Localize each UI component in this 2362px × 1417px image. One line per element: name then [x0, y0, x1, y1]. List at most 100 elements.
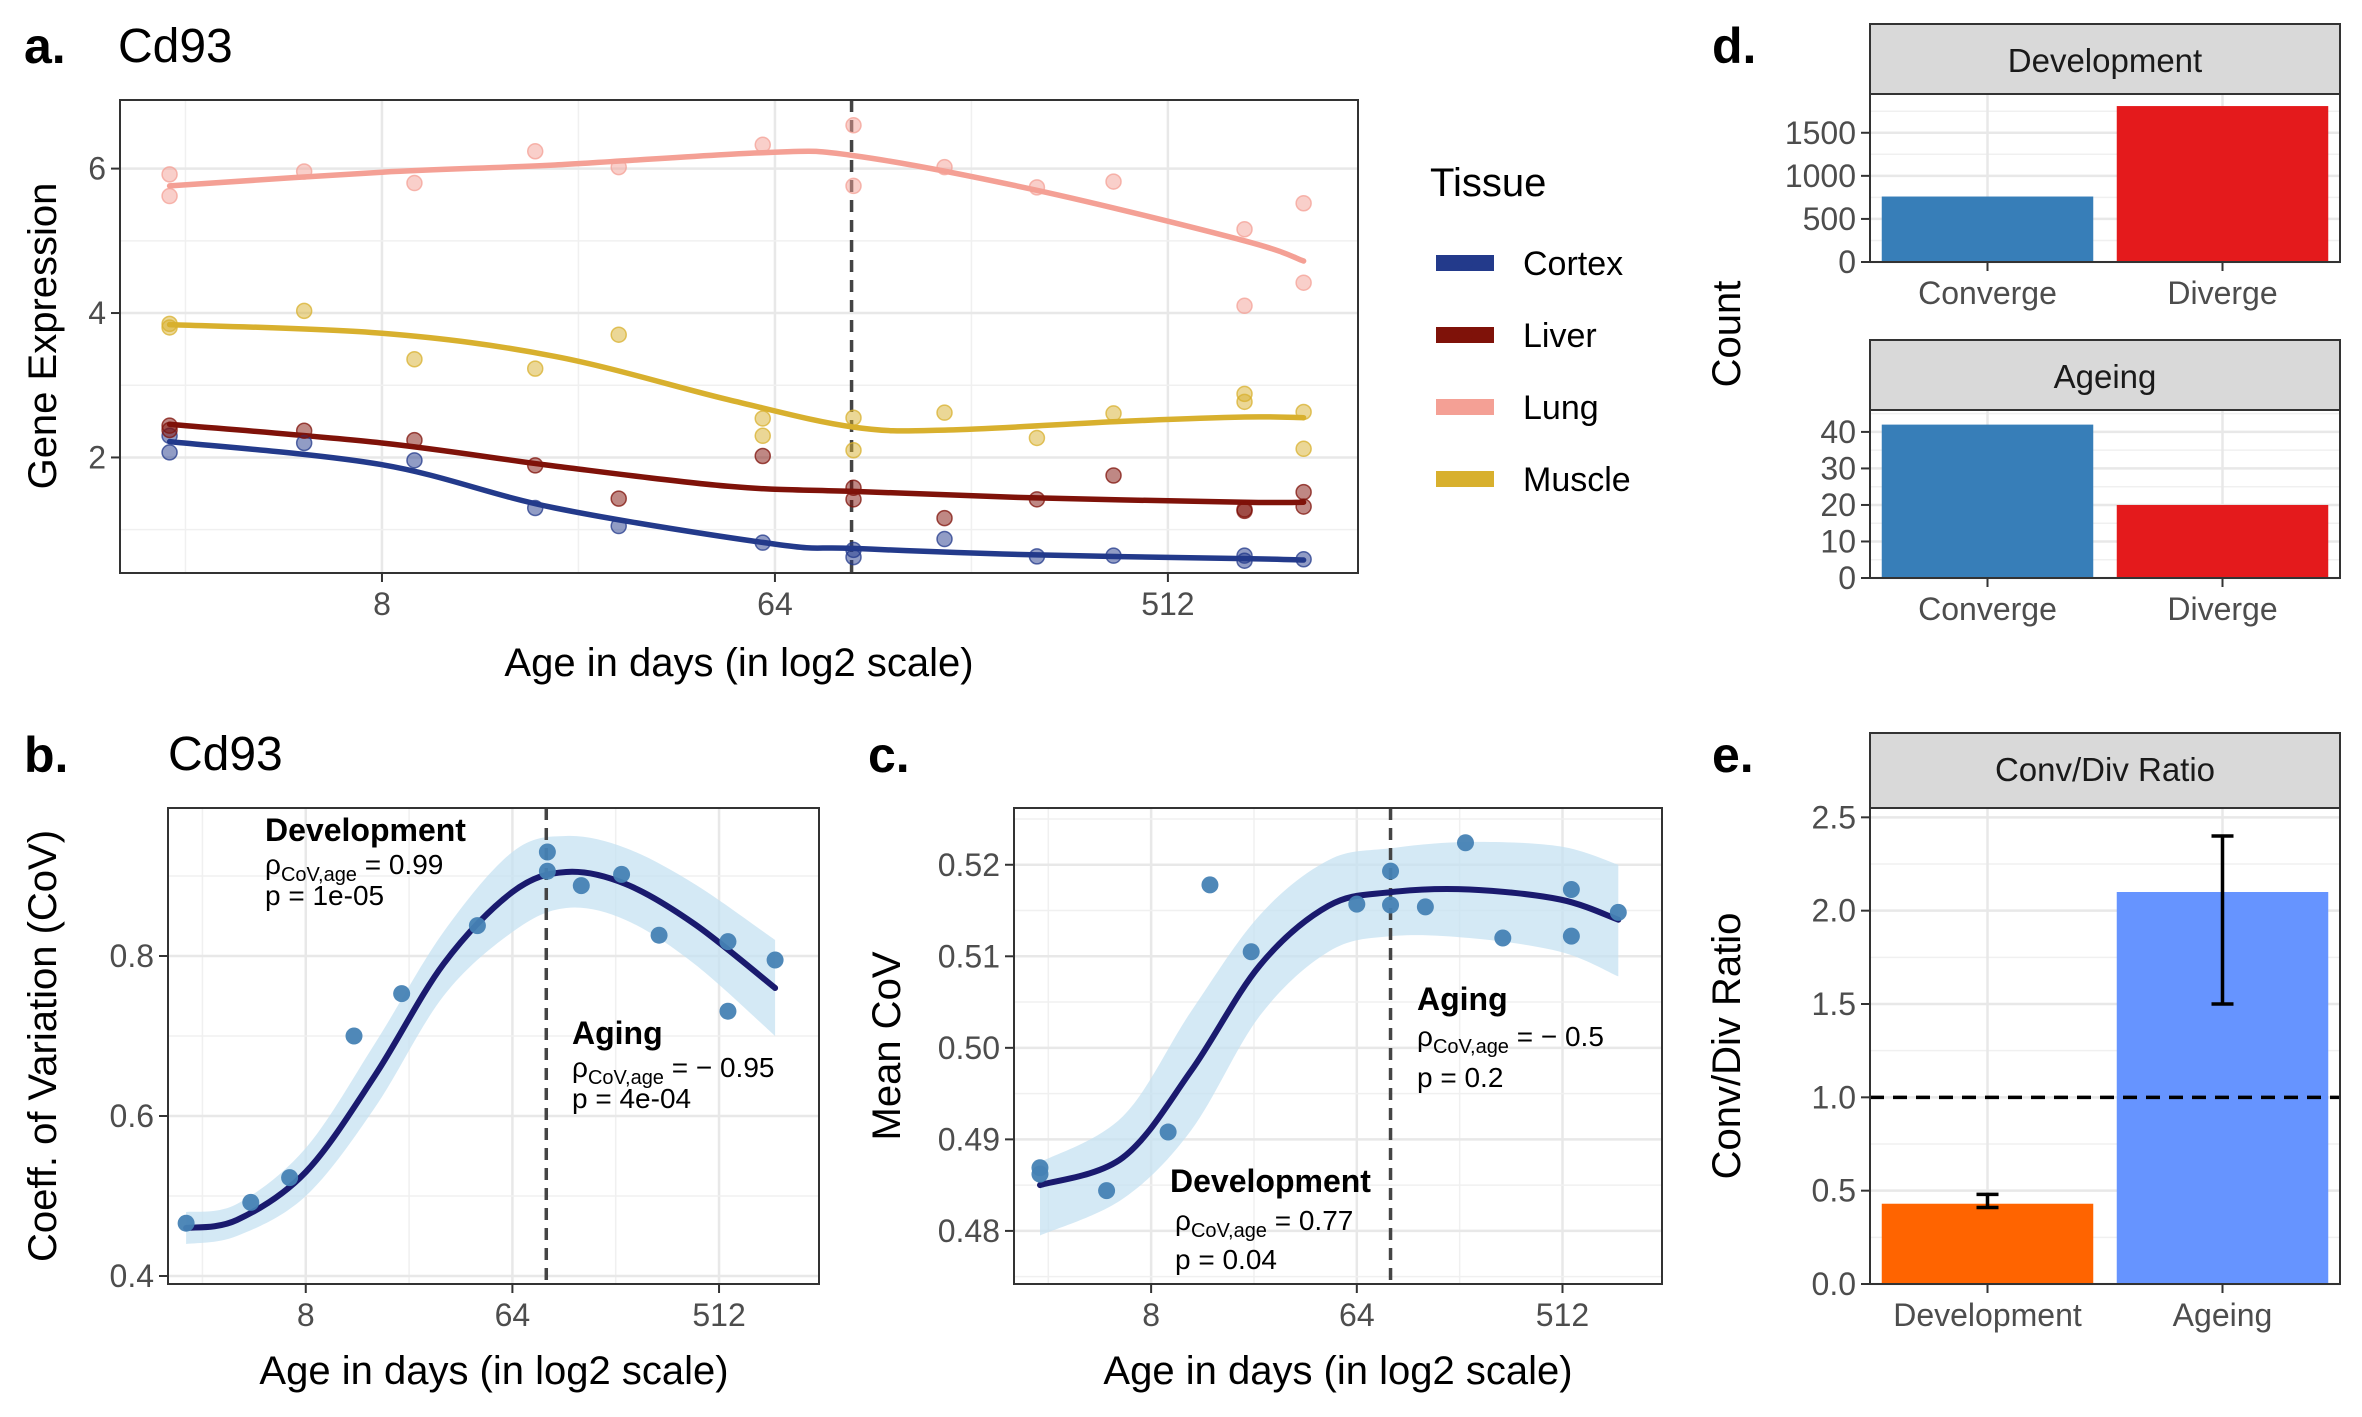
panel-d-y-tick-label: 0	[1838, 560, 1856, 596]
panel-d-bar-converge	[1881, 196, 2094, 262]
panel-c-point	[1382, 862, 1400, 880]
panel-d-letter: d.	[1712, 18, 1756, 74]
panel-a-border	[119, 99, 1359, 574]
panel-c-y-tick-label: 0.51	[938, 938, 1000, 974]
panel-a-y-tick-label: 2	[88, 439, 106, 475]
point-muscle	[754, 410, 771, 427]
point-liver	[845, 491, 862, 508]
point-lung	[1295, 274, 1312, 291]
point-liver	[161, 421, 178, 439]
panel-d-strip	[1869, 339, 2341, 411]
panel-e: e. Conv/Div Ratio Development Ageing 0.00…	[1705, 727, 2341, 1333]
fit-line-lung	[166, 148, 1307, 264]
panel-e-x-ticks: Development Ageing	[1893, 1284, 2272, 1333]
legend-dot-cortex	[1457, 255, 1473, 271]
panel-b-dev-heading: Development	[265, 812, 466, 848]
panel-d-strip	[1869, 23, 2341, 95]
panel-d-y-tick-label: 500	[1803, 201, 1856, 237]
panel-a-x-tick-label: 64	[757, 586, 793, 622]
point-liver	[936, 509, 953, 527]
panel-b-y-title: Coeff. of Variation (CoV)	[21, 830, 65, 1262]
point-cortex	[1236, 552, 1253, 569]
panel-c-point	[1382, 896, 1400, 914]
point-muscle	[845, 409, 862, 426]
panel-b-fit-line	[183, 868, 779, 1231]
panel-b-point	[719, 1002, 737, 1020]
panel-c-confidence-band	[1040, 841, 1619, 1236]
panel-b-point	[572, 877, 590, 895]
panel-c-point	[1348, 895, 1366, 913]
panel-b-y-tick-label: 0.6	[110, 1098, 154, 1134]
panel-e-strip-label: Conv/Div Ratio	[1995, 751, 2215, 788]
point-lung	[1028, 179, 1046, 196]
panel-b-y-ticks: 0.4 0.6 0.8	[110, 938, 168, 1294]
point-muscle	[161, 319, 178, 336]
panel-a-x-title: Age in days (in log2 scale)	[504, 641, 973, 685]
point-muscle	[845, 441, 862, 459]
point-muscle	[1295, 440, 1312, 458]
fit-line-cortex	[166, 438, 1307, 563]
panel-b-point	[719, 933, 737, 951]
panel-c-point	[1031, 1165, 1049, 1183]
point-lung	[845, 177, 862, 195]
legend: Tissue Cortex Liver Lung Muscle	[1430, 161, 1631, 499]
panel-c-ci-band	[1040, 841, 1619, 1236]
panel-d: d. Count Development 0 500 1000 1500 Converge…	[1705, 18, 2341, 627]
point-lung	[526, 143, 544, 160]
panel-c: c. 8 64 512 0.48 0.49 0.50 0.51 0.52 Age in da…	[865, 727, 1663, 1393]
panel-e-y-tick-label: 0.5	[1812, 1173, 1856, 1209]
panel-e-error-bars	[1976, 834, 2234, 1210]
point-liver	[610, 490, 627, 507]
panel-e-bar-development	[1881, 1203, 2094, 1284]
panel-e-y-tick-label: 2.5	[1812, 799, 1856, 835]
panel-b-x-ticks: 8 64 512	[297, 1284, 746, 1333]
panel-e-y-tick-label: 2.0	[1812, 893, 1856, 929]
panel-d-bar-diverge	[2116, 504, 2329, 578]
panel-d-bar-converge	[1881, 424, 2094, 578]
panel-d-y-tick-label: 1500	[1785, 115, 1856, 151]
point-cortex	[936, 530, 953, 548]
panel-d-x-tick-label: Converge	[1918, 275, 2057, 311]
panel-b-point	[345, 1027, 363, 1045]
panel-c-dev-heading: Development	[1170, 1163, 1371, 1199]
panel-b-dev-p: p = 1e-05	[265, 880, 384, 911]
point-muscle	[1028, 429, 1046, 447]
panel-b-point	[468, 917, 486, 935]
panel-b-point	[650, 926, 668, 944]
panel-d-y-title: Count	[1705, 281, 1749, 388]
panel-c-dev-rho: ρCoV,age = 0.77	[1175, 1205, 1353, 1242]
panel-e-x-tick-label: Development	[1893, 1297, 2082, 1333]
panel-b-x-tick-label: 64	[495, 1297, 531, 1333]
panel-a-x-tick-label: 512	[1141, 586, 1194, 622]
point-liver	[295, 422, 313, 439]
panel-c-point	[1242, 943, 1260, 961]
panel-e-y-tick-label: 1.0	[1812, 1079, 1856, 1115]
panel-b-aging-heading: Aging	[572, 1015, 663, 1051]
panel-c-border	[1013, 807, 1663, 1285]
panel-d-facet-development: Development 0 500 1000 1500 Converge Diverge	[1785, 23, 2341, 311]
panel-d-border	[1869, 409, 2341, 579]
panel-c-annotation-aging: Aging ρCoV,age = − 0.5 p = 0.2	[1417, 981, 1604, 1093]
point-cortex	[1105, 547, 1122, 564]
panel-b-point	[242, 1193, 260, 1211]
point-muscle	[1105, 405, 1122, 422]
panel-c-point	[1562, 880, 1580, 898]
point-liver	[406, 431, 423, 449]
panel-c-x-tick-label: 512	[1536, 1297, 1589, 1333]
panel-d-y-tick-label: 30	[1820, 450, 1856, 486]
legend-label-muscle: Muscle	[1523, 461, 1631, 499]
panel-d-y-tick-label: 1000	[1785, 158, 1856, 194]
panel-c-x-tick-label: 8	[1142, 1297, 1160, 1333]
point-muscle	[1236, 393, 1253, 411]
panel-b-x-title: Age in days (in log2 scale)	[259, 1349, 728, 1393]
panel-c-y-tick-label: 0.50	[938, 1030, 1000, 1066]
panel-c-point	[1562, 927, 1580, 945]
panel-b-point	[538, 862, 556, 880]
point-cortex	[526, 499, 544, 517]
point-liver	[526, 457, 544, 474]
panel-d-x-tick-label: Diverge	[2167, 275, 2277, 311]
panel-a-gridlines	[120, 100, 1358, 573]
point-muscle	[295, 302, 313, 320]
